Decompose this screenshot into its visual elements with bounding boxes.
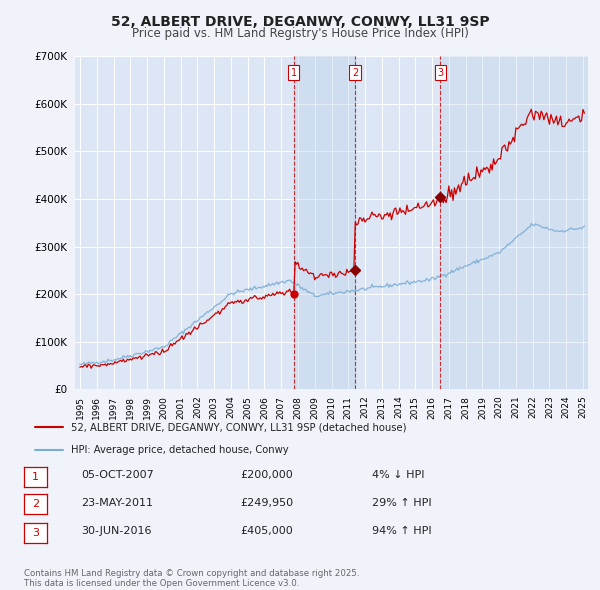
Text: 2: 2 (352, 68, 358, 78)
Text: £405,000: £405,000 (240, 526, 293, 536)
Text: 05-OCT-2007: 05-OCT-2007 (81, 470, 154, 480)
Text: 30-JUN-2016: 30-JUN-2016 (81, 526, 151, 536)
Text: 1: 1 (291, 68, 297, 78)
Text: 2: 2 (32, 500, 39, 509)
Text: 3: 3 (437, 68, 443, 78)
Text: Price paid vs. HM Land Registry's House Price Index (HPI): Price paid vs. HM Land Registry's House … (131, 27, 469, 40)
Text: 94% ↑ HPI: 94% ↑ HPI (372, 526, 431, 536)
Text: 3: 3 (32, 528, 39, 537)
Text: HPI: Average price, detached house, Conwy: HPI: Average price, detached house, Conw… (71, 445, 289, 455)
Bar (294, 56, 355, 389)
Text: 52, ALBERT DRIVE, DEGANWY, CONWY, LL31 9SP: 52, ALBERT DRIVE, DEGANWY, CONWY, LL31 9… (110, 15, 490, 29)
Text: 4% ↓ HPI: 4% ↓ HPI (372, 470, 425, 480)
Text: 52, ALBERT DRIVE, DEGANWY, CONWY, LL31 9SP (detached house): 52, ALBERT DRIVE, DEGANWY, CONWY, LL31 9… (71, 422, 407, 432)
Text: 29% ↑ HPI: 29% ↑ HPI (372, 498, 431, 507)
Text: £249,950: £249,950 (240, 498, 293, 507)
Text: Contains HM Land Registry data © Crown copyright and database right 2025.
This d: Contains HM Land Registry data © Crown c… (24, 569, 359, 588)
Bar (440, 56, 588, 389)
Text: 23-MAY-2011: 23-MAY-2011 (81, 498, 153, 507)
Text: £200,000: £200,000 (240, 470, 293, 480)
Text: 1: 1 (32, 472, 39, 481)
